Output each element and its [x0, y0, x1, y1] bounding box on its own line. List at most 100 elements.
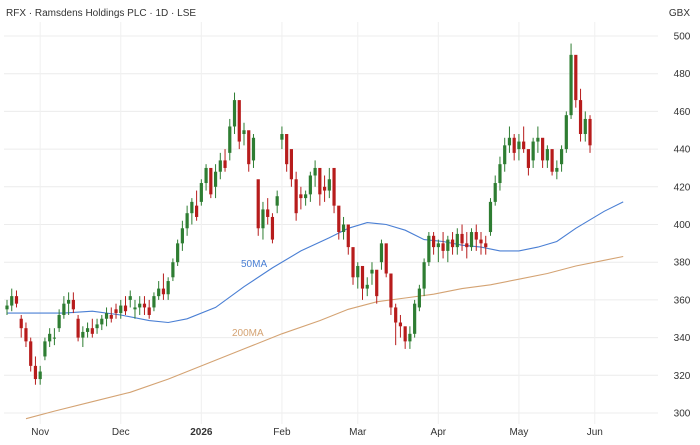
candle	[213, 164, 218, 199]
candle	[531, 137, 535, 168]
candle-body	[90, 328, 94, 334]
candle	[228, 118, 232, 161]
x-tick-label: May	[509, 427, 528, 438]
candle-body	[67, 299, 71, 304]
candle-body	[280, 134, 284, 140]
candle	[119, 299, 123, 319]
candle	[503, 137, 507, 172]
candle	[289, 149, 293, 187]
candle	[318, 167, 322, 206]
candle-body	[199, 183, 203, 202]
candle	[422, 258, 426, 297]
candle-body	[588, 118, 592, 146]
candle-body	[308, 175, 312, 195]
candle-body	[33, 365, 38, 380]
candle	[578, 88, 583, 142]
y-tick-label: 340	[674, 333, 691, 344]
candle	[351, 247, 355, 285]
candle	[232, 92, 237, 135]
chart-title: RFX · Ramsdens Holdings PLC · 1D · LSE	[6, 8, 197, 19]
candle	[138, 296, 142, 315]
candle-body	[384, 243, 388, 274]
candle-body	[138, 303, 142, 308]
x-tick-label: Mar	[349, 427, 367, 438]
candle-body	[43, 341, 47, 357]
candle-body	[161, 288, 166, 295]
candle	[71, 292, 75, 314]
candle-body	[123, 305, 128, 312]
candle	[408, 326, 412, 349]
candle-body	[370, 269, 374, 274]
candle	[555, 160, 559, 180]
candle-body	[318, 167, 322, 195]
candle-body	[522, 141, 526, 150]
candle-body	[195, 205, 199, 217]
candle-body	[550, 149, 554, 172]
candle	[304, 190, 308, 206]
candle	[574, 54, 578, 108]
candle	[341, 216, 346, 240]
candle-body	[294, 179, 298, 214]
candle	[14, 290, 19, 308]
y-tick-label: 480	[674, 69, 691, 80]
candle	[152, 292, 156, 312]
candle	[52, 328, 56, 346]
candle	[564, 111, 568, 153]
candle	[559, 145, 564, 172]
x-tick-label: Nov	[31, 427, 49, 438]
candle-body	[114, 309, 118, 314]
y-tick-label: 500	[674, 32, 691, 43]
candle	[417, 284, 421, 312]
candle-body	[541, 137, 545, 161]
y-tick-label: 400	[674, 220, 691, 231]
candle-body	[578, 100, 583, 135]
candle-body	[185, 213, 189, 229]
candle	[479, 232, 483, 255]
candle	[251, 134, 256, 168]
candle-body	[251, 137, 256, 161]
ma50-label: 50MA	[241, 259, 267, 270]
candle	[474, 224, 478, 251]
candle-body	[190, 201, 194, 214]
candle-body	[76, 318, 80, 338]
candle-body	[531, 141, 535, 161]
candle	[536, 126, 540, 153]
candle	[498, 156, 502, 191]
candle	[195, 190, 199, 221]
candle-body	[10, 296, 14, 306]
candle	[360, 265, 365, 300]
candle	[76, 314, 80, 342]
candle	[85, 322, 90, 338]
candle	[242, 122, 246, 146]
candle	[104, 307, 109, 327]
candle	[43, 337, 47, 361]
candle-body	[427, 235, 431, 263]
candle	[180, 220, 184, 251]
candle-body	[379, 243, 384, 263]
x-tick-label: Feb	[273, 427, 291, 438]
candle	[469, 228, 474, 251]
candle	[29, 337, 33, 372]
x-tick-label: Dec	[112, 427, 130, 438]
candle-body	[19, 318, 23, 329]
candle	[384, 243, 388, 278]
candle	[280, 126, 284, 150]
candle	[67, 292, 71, 315]
candle-body	[304, 194, 308, 199]
candle	[161, 273, 166, 300]
candle	[176, 239, 180, 266]
candle	[460, 224, 464, 251]
candle	[427, 232, 431, 266]
ma200-series: 200MA	[25, 255, 624, 420]
candle-body	[450, 239, 455, 248]
candle-body	[100, 318, 104, 325]
candle-body	[128, 296, 132, 300]
candle-body	[5, 305, 9, 310]
candle	[394, 303, 398, 346]
candle-body	[85, 328, 90, 332]
candle	[488, 198, 493, 236]
candle-body	[119, 305, 123, 314]
grid-lines	[4, 22, 658, 424]
candle	[541, 137, 545, 168]
